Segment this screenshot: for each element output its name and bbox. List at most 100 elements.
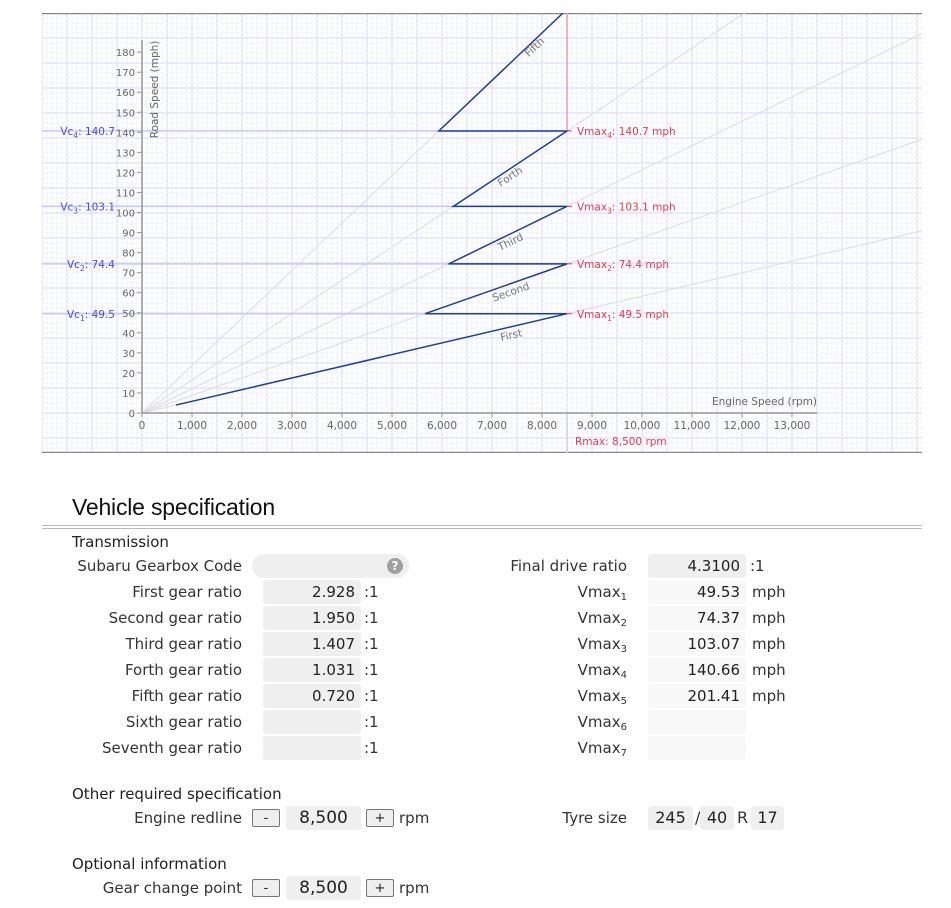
transmission-title: Transmission (72, 533, 169, 551)
svg-text:140: 140 (116, 128, 135, 139)
svg-text:90: 90 (122, 229, 135, 240)
divider (42, 525, 922, 526)
page-title: Vehicle specification (72, 494, 275, 520)
gear-change-input[interactable]: 8,500 (286, 876, 361, 900)
svg-text:8,000: 8,000 (527, 420, 557, 432)
gear-ratio-input[interactable]: 1.031 (263, 658, 361, 682)
gear-ratio-unit: :1 (364, 739, 379, 757)
vmax-label: Vmax4 (577, 661, 627, 681)
other-spec-title: Other required specification (72, 785, 282, 803)
svg-text:12,000: 12,000 (724, 420, 761, 432)
svg-text:6,000: 6,000 (427, 420, 457, 432)
gear-change-increment-button[interactable]: + (366, 879, 394, 897)
gear-ratio-label: First gear ratio (132, 583, 242, 601)
tyre-size-label: Tyre size (562, 809, 627, 827)
vmax-unit: mph (752, 661, 786, 679)
svg-text:70: 70 (122, 269, 135, 280)
svg-text:13,000: 13,000 (774, 420, 811, 432)
svg-text:Rmax: 8,500 rpm: Rmax: 8,500 rpm (575, 436, 667, 448)
vmax-value: 49.53 (648, 580, 746, 604)
divider (42, 528, 922, 529)
help-icon[interactable]: ? (387, 558, 403, 574)
vmax-value (648, 710, 746, 734)
tyre-rim-input[interactable]: 17 (751, 806, 784, 830)
vmax-value: 74.37 (648, 606, 746, 630)
vmax-label: Vmax7 (577, 739, 627, 759)
svg-text:Vmax2: 74.4 mph: Vmax2: 74.4 mph (577, 259, 669, 273)
svg-text:0: 0 (139, 420, 146, 432)
svg-text:Vc2: 74.4: Vc2: 74.4 (67, 259, 115, 273)
vmax-label: Vmax6 (577, 713, 627, 733)
svg-text:180: 180 (116, 48, 135, 59)
gear-change-decrement-button[interactable]: - (252, 879, 280, 897)
svg-text:60: 60 (122, 289, 135, 300)
svg-text:Vmax4: 140.7 mph: Vmax4: 140.7 mph (577, 126, 676, 140)
gear-ratio-unit: :1 (364, 713, 379, 731)
gear-ratio-unit: :1 (364, 583, 379, 601)
vmax-label: Vmax2 (577, 609, 627, 629)
gear-chart-svg: 0 10 20 30 40 50 60 70 80 90 100 110 120 130 140 150 160… (42, 13, 922, 453)
svg-text:110: 110 (116, 188, 135, 199)
svg-text:9,000: 9,000 (577, 420, 607, 432)
tyre-width-input[interactable]: 245 (648, 806, 693, 830)
gear-ratio-input[interactable]: 0.720 (263, 684, 361, 708)
svg-text:2,000: 2,000 (227, 420, 257, 432)
svg-text:Engine Speed (rpm): Engine Speed (rpm) (712, 396, 817, 408)
svg-text:Vc1: 49.5: Vc1: 49.5 (67, 309, 115, 323)
svg-text:80: 80 (122, 249, 135, 260)
vmax-unit: mph (752, 635, 786, 653)
svg-text:30: 30 (122, 349, 135, 360)
svg-text:5,000: 5,000 (377, 420, 407, 432)
svg-text:170: 170 (116, 68, 135, 79)
svg-text:Vmax1: 49.5 mph: Vmax1: 49.5 mph (577, 309, 669, 323)
gear-ratio-input[interactable] (263, 710, 361, 734)
vmax-label: Vmax5 (577, 687, 627, 707)
gear-ratio-unit: :1 (364, 635, 379, 653)
svg-text:160: 160 (116, 88, 135, 99)
tyre-separator: / (695, 808, 701, 827)
vmax-unit: mph (752, 687, 786, 705)
gear-ratio-input[interactable]: 2.928 (263, 580, 361, 604)
vmax-unit: mph (752, 583, 786, 601)
tyre-profile-input[interactable]: 40 (700, 806, 734, 830)
svg-text:40: 40 (122, 329, 135, 340)
gear-ratio-unit: :1 (364, 661, 379, 679)
gear-ratio-input[interactable]: 1.407 (263, 632, 361, 656)
vmax-label: Vmax1 (577, 583, 627, 603)
gear-ratio-label: Third gear ratio (125, 635, 243, 653)
gear-change-label: Gear change point (102, 879, 242, 897)
svg-text:10: 10 (122, 389, 135, 400)
vmax-value (648, 736, 746, 760)
gear-ratio-unit: :1 (364, 687, 379, 705)
svg-text:1,000: 1,000 (177, 420, 207, 432)
svg-text:100: 100 (116, 209, 135, 220)
svg-text:Road Speed (mph): Road Speed (mph) (149, 41, 161, 139)
svg-text:Vc4: 140.7: Vc4: 140.7 (60, 126, 115, 140)
svg-text:Fifth: Fifth (523, 35, 548, 59)
svg-text:130: 130 (116, 148, 135, 159)
redline-decrement-button[interactable]: - (252, 809, 280, 827)
gear-change-unit: rpm (399, 879, 430, 897)
redline-unit: rpm (399, 809, 430, 827)
vmax-value: 103.07 (648, 632, 746, 656)
gear-ratio-label: Fifth gear ratio (131, 687, 242, 705)
gearbox-code-input[interactable] (252, 554, 409, 578)
svg-text:4,000: 4,000 (327, 420, 357, 432)
gear-ratio-label: Forth gear ratio (124, 661, 242, 679)
svg-text:First: First (499, 327, 523, 344)
svg-text:Vmax3: 103.1 mph: Vmax3: 103.1 mph (577, 201, 676, 215)
redline-input[interactable]: 8,500 (286, 806, 361, 830)
final-drive-input[interactable]: 4.3100 (648, 554, 746, 578)
final-drive-label: Final drive ratio (510, 557, 627, 575)
gear-ratio-input[interactable]: 1.950 (263, 606, 361, 630)
svg-text:0: 0 (129, 409, 135, 420)
gear-chart: 0 10 20 30 40 50 60 70 80 90 100 110 120 130 140 150 160… (42, 13, 922, 453)
vmax-value: 140.66 (648, 658, 746, 682)
svg-text:50: 50 (122, 309, 135, 320)
gear-ratio-input[interactable] (263, 736, 361, 760)
vmax-value: 201.41 (648, 684, 746, 708)
svg-text:150: 150 (116, 108, 135, 119)
redline-increment-button[interactable]: + (366, 809, 394, 827)
vmax-unit: mph (752, 609, 786, 627)
svg-text:20: 20 (122, 369, 135, 380)
